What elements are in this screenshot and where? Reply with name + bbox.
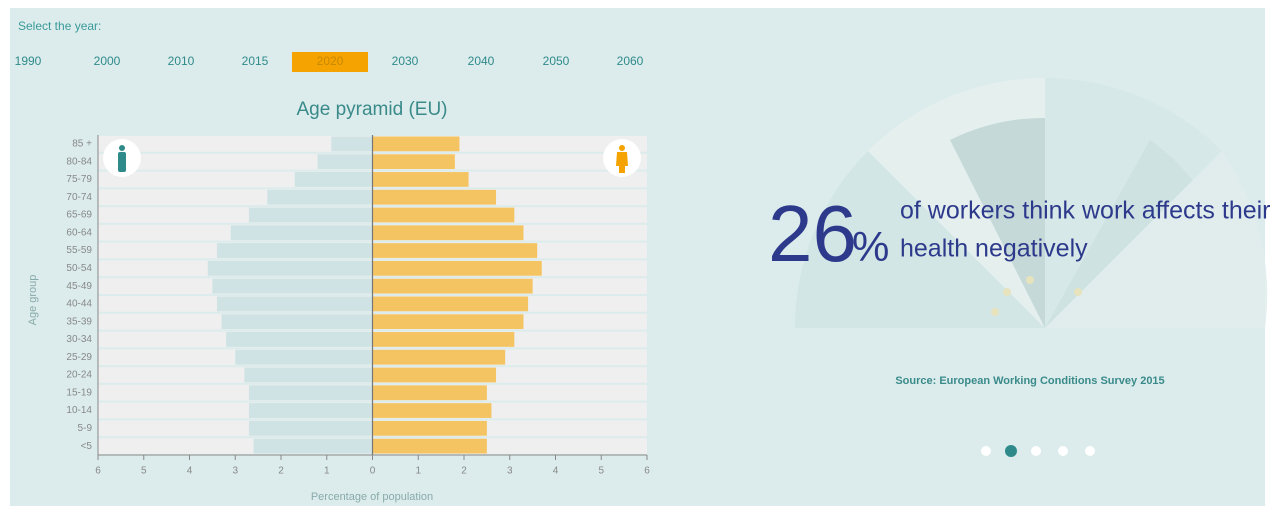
year-option[interactable]: 2015 xyxy=(242,54,269,68)
x-tick-label: 4 xyxy=(187,466,193,477)
year-option[interactable]: 2000 xyxy=(94,54,121,68)
x-tick-label: 6 xyxy=(644,466,650,477)
y-tick-label: 85 + xyxy=(72,139,92,150)
stat-unit: % xyxy=(852,223,889,270)
y-tick-label: 45-49 xyxy=(66,281,92,292)
bar xyxy=(372,403,492,418)
carousel-dot[interactable] xyxy=(1005,445,1017,457)
bar xyxy=(372,260,542,276)
y-tick-label: 20-24 xyxy=(66,370,92,381)
chart-title: Age pyramid (EU) xyxy=(297,99,448,120)
y-tick-label: 30-34 xyxy=(66,334,92,345)
bar xyxy=(216,296,373,312)
bar xyxy=(372,172,469,187)
bar xyxy=(372,296,529,312)
bar xyxy=(372,349,506,365)
bar xyxy=(372,154,455,170)
bar xyxy=(207,260,373,276)
year-option[interactable]: 2040 xyxy=(468,54,495,68)
x-tick-label: 1 xyxy=(415,466,421,477)
x-tick-label: 0 xyxy=(370,466,376,477)
x-tick-label: 2 xyxy=(278,466,284,477)
y-axis-label: Age group xyxy=(27,275,39,326)
bar xyxy=(317,154,373,170)
bar xyxy=(248,420,373,436)
y-tick-label: 70-74 xyxy=(66,192,92,203)
bar xyxy=(244,367,373,383)
bar xyxy=(372,207,515,223)
stat-text: health negatively xyxy=(900,235,1088,263)
year-option[interactable]: 2050 xyxy=(543,54,570,68)
bar xyxy=(372,367,497,383)
year-option[interactable]: 1990 xyxy=(15,54,42,68)
x-tick-label: 3 xyxy=(507,466,513,477)
x-tick-label: 4 xyxy=(553,466,559,477)
y-tick-label: 55-59 xyxy=(66,245,92,256)
carousel-dot[interactable] xyxy=(981,446,991,456)
y-tick-label: 40-44 xyxy=(66,299,92,310)
bar xyxy=(235,349,373,365)
y-tick-label: 5-9 xyxy=(78,423,93,434)
bar xyxy=(248,385,373,401)
y-tick-label: 75-79 xyxy=(66,174,92,185)
x-tick-label: 5 xyxy=(598,466,604,477)
carousel-dot[interactable] xyxy=(1031,446,1041,456)
y-tick-label: 25-29 xyxy=(66,352,92,363)
bar xyxy=(372,438,487,454)
bar xyxy=(372,314,524,330)
bar xyxy=(253,438,373,454)
bar xyxy=(216,243,373,258)
y-tick-label: <5 xyxy=(81,441,93,452)
bar xyxy=(221,314,373,330)
bar xyxy=(372,243,538,258)
y-tick-label: 60-64 xyxy=(66,227,92,238)
carousel-dot[interactable] xyxy=(1085,446,1095,456)
bar xyxy=(212,278,373,294)
bar xyxy=(372,278,533,294)
female-icon xyxy=(603,139,641,177)
bar xyxy=(226,332,373,347)
bar xyxy=(294,172,373,187)
x-tick-label: 6 xyxy=(95,466,101,477)
year-prompt: Select the year: xyxy=(18,19,101,33)
x-tick-label: 3 xyxy=(232,466,238,477)
year-option[interactable]: 2020 xyxy=(317,54,344,68)
bar xyxy=(248,207,373,223)
fan-graphic xyxy=(794,77,1268,329)
year-highlight xyxy=(292,52,368,72)
year-option[interactable]: 2030 xyxy=(392,54,419,68)
bar xyxy=(372,420,487,436)
bar xyxy=(372,225,524,241)
stat-number: 26 xyxy=(768,189,857,278)
bar xyxy=(248,403,373,418)
bar xyxy=(230,225,373,241)
male-icon xyxy=(103,139,141,177)
carousel-dots xyxy=(981,445,1095,457)
x-tick-label: 5 xyxy=(141,466,147,477)
y-tick-label: 50-54 xyxy=(66,263,92,274)
y-tick-label: 80-84 xyxy=(66,156,92,167)
y-tick-label: 10-14 xyxy=(66,405,92,416)
year-option[interactable]: 2060 xyxy=(617,54,644,68)
source-note: Source: European Working Conditions Surv… xyxy=(895,375,1164,387)
y-tick-label: 35-39 xyxy=(66,316,92,327)
y-tick-label: 15-19 xyxy=(66,387,92,398)
bar xyxy=(331,136,373,152)
carousel-dot[interactable] xyxy=(1058,446,1068,456)
bar xyxy=(372,332,515,347)
bar xyxy=(372,189,497,205)
year-option[interactable]: 2010 xyxy=(168,54,195,68)
x-tick-label: 2 xyxy=(461,466,467,477)
stat-text: of workers think work affects their xyxy=(900,197,1270,225)
bar xyxy=(372,385,487,401)
y-tick-label: 65-69 xyxy=(66,210,92,221)
x-axis-label: Percentage of population xyxy=(311,491,433,503)
bar xyxy=(267,189,373,205)
x-tick-label: 1 xyxy=(324,466,330,477)
bar xyxy=(372,136,460,152)
